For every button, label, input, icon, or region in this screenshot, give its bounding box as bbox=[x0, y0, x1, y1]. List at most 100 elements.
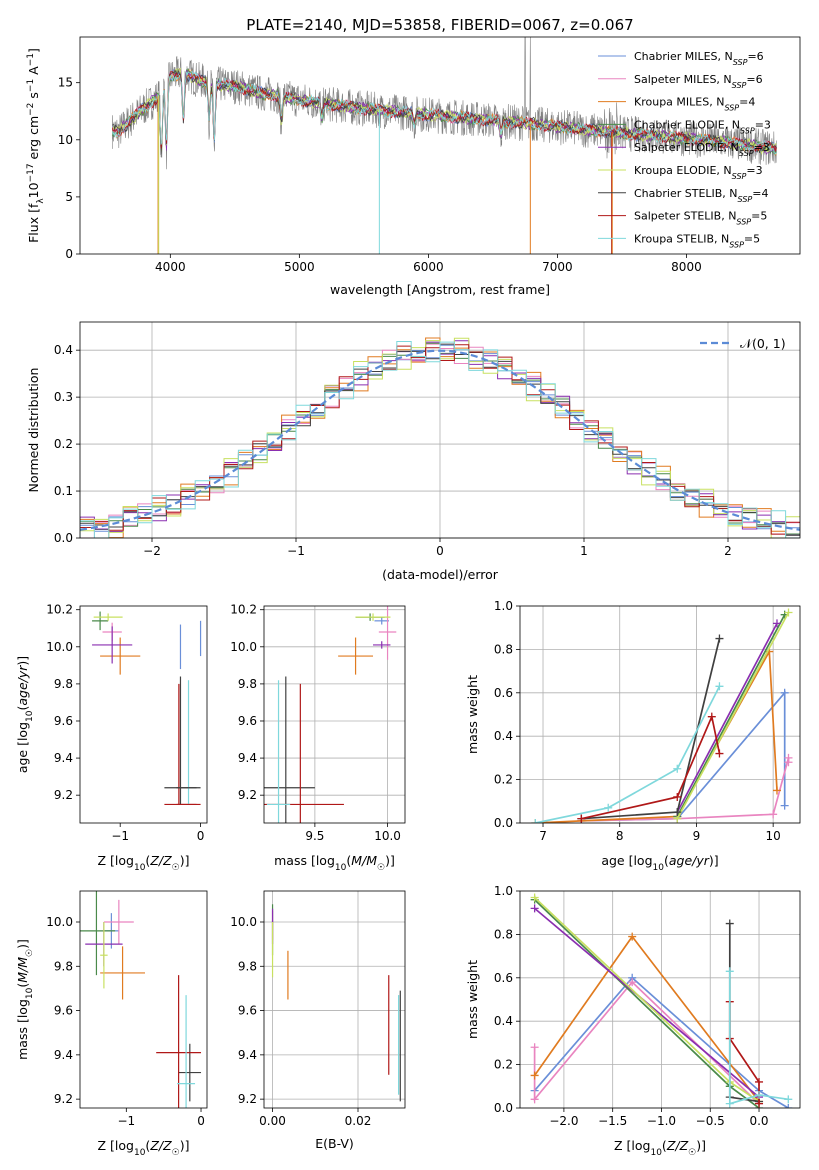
series-salpeter-miles bbox=[577, 753, 793, 823]
data-point-marker bbox=[673, 764, 682, 773]
legend-entry-salpeter-miles: Salpeter MILES, NSSP=6 bbox=[634, 73, 763, 90]
y-axis-label: age [log10(age/yr)] bbox=[15, 656, 35, 773]
data-point-marker bbox=[577, 814, 586, 823]
x-tick-label: 0 bbox=[197, 1114, 205, 1128]
y-tick-label: 1.0 bbox=[494, 599, 513, 613]
data-point-marker bbox=[784, 758, 793, 767]
axes-frame bbox=[519, 605, 801, 824]
data-point-marker bbox=[530, 904, 539, 913]
y-tick-label: 9.8 bbox=[238, 959, 257, 973]
point-chabrier-miles bbox=[374, 617, 390, 625]
axes-frame bbox=[79, 321, 801, 539]
data-point-marker bbox=[755, 1077, 764, 1086]
y-tick-label: 9.4 bbox=[238, 1048, 257, 1062]
data-point-marker bbox=[604, 803, 613, 812]
x-axis-label: Z [log10(Z/Z☉)] bbox=[98, 1138, 190, 1158]
residuals-panel: −2 −1 0 1 2 0.0 0.1 0.2 0.3 0.4 𝒩(0, 1) (data-model… bbox=[26, 321, 801, 582]
y-tick-label: 9.6 bbox=[54, 1004, 73, 1018]
axes-frame bbox=[79, 36, 801, 255]
x-tick-label: 9.5 bbox=[305, 829, 324, 843]
x-tick-label: −2 bbox=[143, 544, 161, 558]
point-kroupa-miles bbox=[100, 946, 145, 1000]
data-point-marker bbox=[780, 688, 789, 697]
spectrum-panel: 4000 5000 6000 7000 8000 0 5 10 15 wavelength [An… bbox=[26, 36, 801, 297]
y-tick-label: 0.1 bbox=[54, 484, 73, 498]
x-axis-label: (data-model)/error bbox=[382, 567, 499, 582]
axes-frame bbox=[79, 605, 208, 824]
point-chabrier-elodie bbox=[80, 891, 116, 976]
point-salpeter-elodie bbox=[373, 641, 391, 649]
x-tick-label: 10.0 bbox=[374, 829, 401, 843]
x-axis-label: age [log10(age/yr)] bbox=[601, 853, 718, 873]
point-salpeter-miles bbox=[378, 606, 397, 660]
y-tick-label: 9.2 bbox=[238, 788, 257, 802]
x-tick-label: 0.0 bbox=[749, 1114, 768, 1128]
point-chabrier-stelib bbox=[178, 1043, 202, 1102]
y-tick-label: 0.2 bbox=[494, 1058, 513, 1072]
y-tick-label: 9.2 bbox=[238, 1092, 257, 1106]
data-point-marker bbox=[725, 919, 734, 928]
y-axis-label: Normed distribution bbox=[26, 368, 41, 493]
y-tick-label: 0.2 bbox=[54, 437, 73, 451]
data-point-marker bbox=[707, 712, 716, 721]
series-line bbox=[676, 614, 786, 817]
point-kroupa-stelib bbox=[266, 680, 291, 823]
series-line bbox=[676, 623, 778, 813]
y-tick-label: 9.4 bbox=[54, 751, 73, 765]
series-kroupa-stelib bbox=[725, 967, 793, 1108]
data-point-marker bbox=[769, 810, 778, 819]
age-vs-metallicity-panel: −1 0 9.2 9.4 9.6 9.8 10.0 10.2 Z [log10(Z/Z☉)] ag… bbox=[15, 603, 208, 873]
y-tick-label: 0.8 bbox=[494, 642, 513, 656]
y-tick-label: 0.0 bbox=[494, 816, 513, 830]
data-point-marker bbox=[772, 619, 781, 628]
x-tick-label: 10 bbox=[766, 829, 781, 843]
data-point-marker bbox=[755, 1090, 764, 1099]
legend-entry-chabrier-stelib: Chabrier STELIB, NSSP=4 bbox=[634, 187, 768, 204]
data-point-marker bbox=[784, 1104, 793, 1108]
point-kroupa-miles bbox=[338, 637, 374, 675]
data-point-marker bbox=[530, 893, 539, 902]
legend-entry-chabrier-elodie: Chabrier ELODIE, NSSP=3 bbox=[634, 118, 771, 135]
y-tick-label: 0 bbox=[65, 247, 73, 261]
y-tick-label: 10.0 bbox=[46, 640, 73, 654]
observed-spectrum-line bbox=[112, 37, 777, 170]
legend-entry-normal: 𝒩(0, 1) bbox=[740, 336, 786, 351]
x-axis-label: E(B-V) bbox=[315, 1136, 354, 1151]
x-tick-label: 6000 bbox=[413, 260, 444, 274]
data-point-marker bbox=[673, 808, 682, 817]
series-line bbox=[533, 976, 789, 1108]
x-tick-label: 7 bbox=[539, 829, 547, 843]
weight-vs-age-panel: 7 8 9 10 0.0 0.2 0.4 0.6 0.8 1.0 age [log10(age/yr… bbox=[465, 599, 801, 873]
series-kroupa-stelib bbox=[531, 682, 724, 823]
series-line bbox=[676, 612, 790, 820]
y-tick-label: 0.6 bbox=[494, 971, 513, 985]
series-chabrier-elodie bbox=[673, 610, 789, 821]
y-tick-label: 0.0 bbox=[494, 1101, 513, 1115]
axes-frame bbox=[79, 890, 208, 1109]
y-tick-label: 9.6 bbox=[54, 714, 73, 728]
model-spectrum-salpeter-stelib bbox=[111, 70, 777, 153]
point-kroupa-elodie bbox=[355, 613, 391, 621]
y-tick-label: 10.0 bbox=[230, 640, 257, 654]
x-tick-label: 1 bbox=[580, 544, 588, 558]
series-salpeter-miles bbox=[530, 978, 764, 1108]
x-tick-label: −1.5 bbox=[598, 1114, 627, 1128]
y-tick-label: 0.0 bbox=[54, 531, 73, 545]
x-axis-label: Z [log10(Z/Z☉)] bbox=[614, 1138, 706, 1158]
y-tick-label: 15 bbox=[58, 76, 73, 90]
data-point-marker bbox=[772, 786, 781, 795]
x-tick-label: 7000 bbox=[542, 260, 573, 274]
series-chabrier-stelib bbox=[577, 634, 724, 823]
legend-entry-chabrier-miles: Chabrier MILES, NSSP=6 bbox=[634, 50, 764, 67]
series-kroupa-miles bbox=[531, 647, 781, 823]
series-line bbox=[533, 980, 760, 1105]
series-salpeter-elodie bbox=[673, 619, 781, 817]
y-tick-label: 9.8 bbox=[54, 677, 73, 691]
data-point-marker bbox=[531, 819, 540, 823]
x-tick-label: 4000 bbox=[155, 260, 186, 274]
point-kroupa-elodie bbox=[93, 613, 123, 621]
x-axis-label: mass [log10(M/M☉)] bbox=[274, 853, 395, 873]
data-point-marker bbox=[530, 1043, 539, 1052]
legend-entry-kroupa-stelib: Kroupa STELIB, NSSP=5 bbox=[634, 232, 760, 249]
